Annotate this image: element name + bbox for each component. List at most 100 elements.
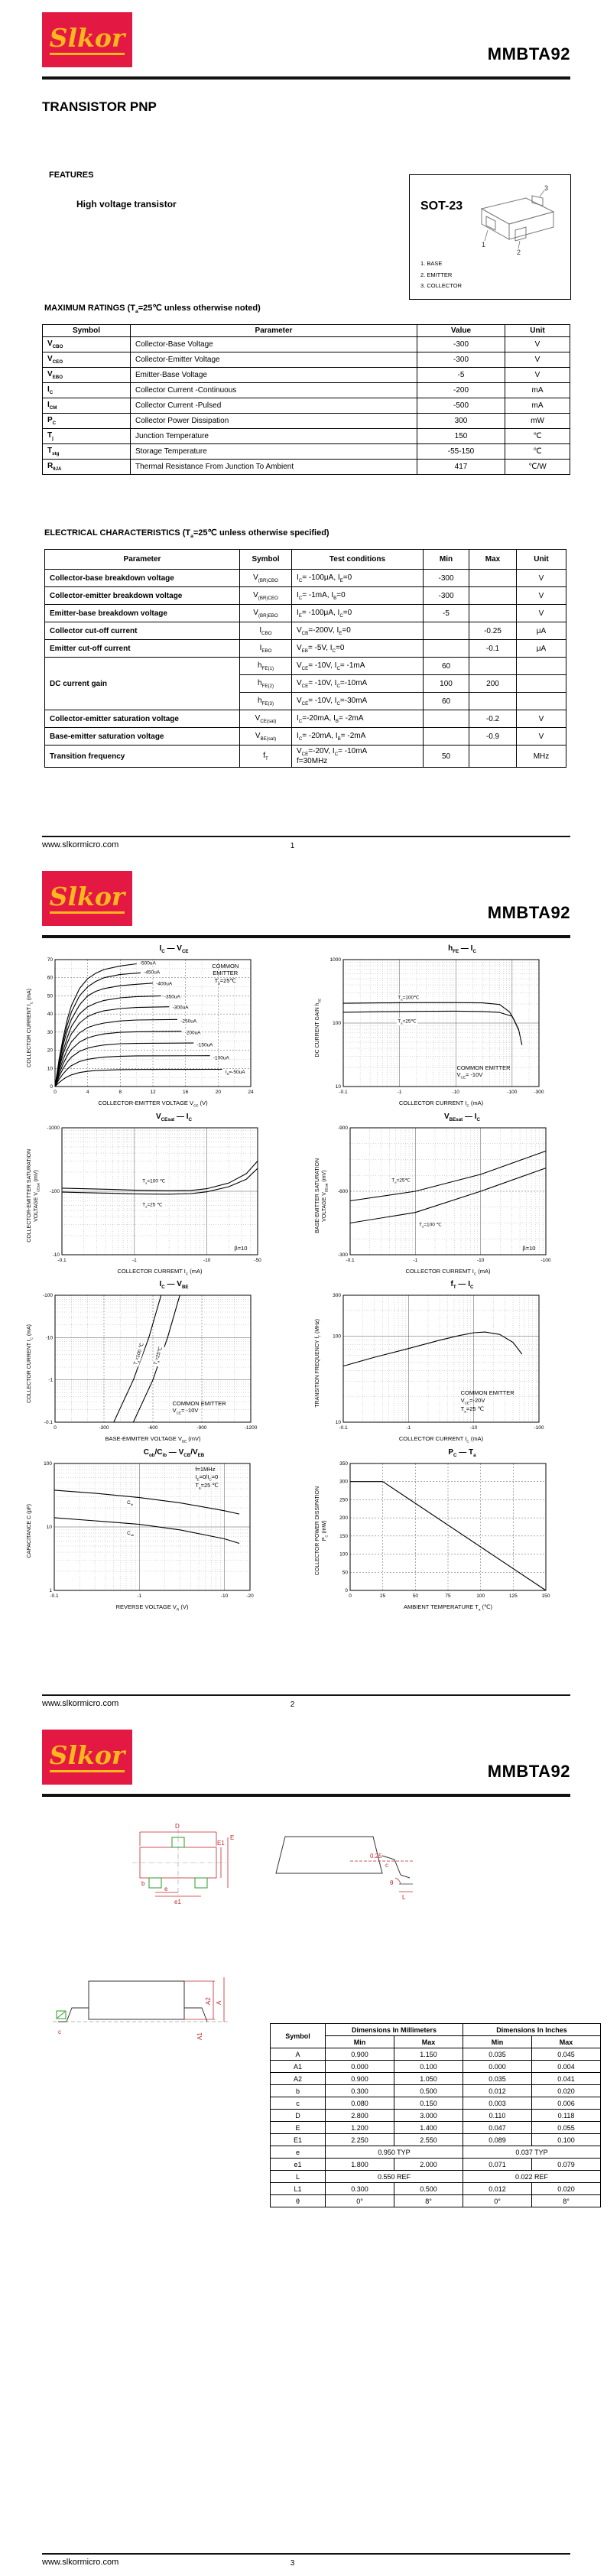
symbol-cell: A2 (270, 2072, 326, 2085)
column-header: Min (325, 2035, 394, 2048)
curve-label: -450uA (143, 970, 161, 976)
svg-text:-20: -20 (246, 1593, 254, 1599)
table-row: Collector cut-off current ICBO VCB=-200V, … (44, 622, 566, 640)
svg-text:-300: -300 (534, 1090, 544, 1095)
dimensions-table: Symbol Dimensions In Millimeters Dimension… (270, 2023, 601, 2207)
parameter-cell: Collector-base breakdown voltage (44, 569, 240, 587)
column-header: Min (423, 549, 469, 570)
conditions-cell: VCE=-20V, IC= -10mA f=30MHz (291, 745, 424, 768)
curve-label: IB=-50uA (224, 1069, 246, 1076)
mm-max-cell: 2.550 (394, 2133, 463, 2146)
mm-max-cell: 0.100 (394, 2060, 463, 2073)
column-header: Dimensions In Millimeters (325, 2023, 463, 2036)
curve-label: Ta=100 ℃ (417, 1221, 443, 1229)
value-cell: 300 (417, 413, 505, 429)
header-rule (42, 935, 570, 938)
slkor-logo-text: Slkor (49, 884, 125, 914)
unit-cell: ℃/W (505, 459, 570, 475)
unit-cell: V (505, 352, 570, 368)
svg-text:-100: -100 (541, 1258, 551, 1263)
y-axis-label: COLLECTOR CURRENT IC (mA) (27, 988, 34, 1067)
pin-1-number: 1 (482, 241, 485, 249)
svg-text:-0.1: -0.1 (339, 1090, 348, 1095)
dim-label-A1: A1 (196, 2032, 203, 2040)
mm-max-cell: 0.500 (394, 2084, 463, 2097)
chart-plot-area: 0 25 50 75 100 125 150 0 50 100 150 200 250 300 350 (329, 1459, 555, 1604)
svg-text:100: 100 (333, 1021, 341, 1026)
symbol-cell: Tj (42, 428, 131, 444)
data-curve (54, 1068, 222, 1087)
curve-label: -100uA (212, 1055, 230, 1061)
svg-text:20: 20 (216, 1090, 222, 1095)
unit-cell: μA (516, 622, 566, 640)
chart-hfe-ic: hFE — IC DC CURRENT GAIN hFE -0.1 -1 -10 -100… (314, 944, 590, 1108)
chart-annotation: COMMON EMITTER Ta=25℃ (212, 962, 239, 986)
svg-text:-10: -10 (53, 1252, 60, 1258)
unit-cell: V (516, 586, 566, 605)
mm-min-cell: 1.200 (325, 2121, 394, 2134)
max-cell: -0.9 (469, 727, 517, 746)
chart-annotation: f=1MHz IE=0/IC=0 Ta=25 ℃ (195, 1466, 219, 1490)
symbol-cell: VCE(sat) (239, 710, 292, 728)
package-name: SOT-23 (420, 200, 463, 213)
page-header: Slkor MMBTA92 (42, 871, 570, 926)
in-min-cell: 0.012 (463, 2182, 532, 2195)
website-url: www.slkormicro.com (42, 1699, 119, 1708)
column-header: Unit (505, 324, 570, 337)
in-max-cell: 0.045 (531, 2048, 601, 2061)
svg-text:40: 40 (47, 1012, 54, 1017)
min-cell: -300 (423, 569, 469, 587)
part-number: MMBTA92 (487, 903, 570, 922)
table-row: Tstg Storage Temperature -55-150 ℃ (42, 443, 570, 460)
x-axis-label: COLLECTOR CURREMT IC (mA) (117, 1267, 203, 1276)
slkor-logo-text: Slkor (49, 1743, 125, 1772)
svg-text:300: 300 (333, 1293, 341, 1298)
in-cell: 0.022 REF (463, 2170, 601, 2183)
table-row: E 1.200 1.400 0.047 0.055 (270, 2121, 601, 2134)
part-number: MMBTA92 (487, 44, 570, 63)
value-cell: -5 (417, 367, 505, 383)
table-row: DC current gain hFE(1) VCE= -10V, IC= -1mA… (44, 657, 566, 710)
min-cell (423, 710, 469, 728)
page-footer: www.slkormicro.com 3 (42, 2553, 570, 2568)
datasheet-page-2: Slkor MMBTA92 IC — VCE COLLECTOR CURRENT … (0, 859, 607, 1717)
chart-annotation: β=10 (522, 1245, 536, 1252)
unit-cell: μA (516, 639, 566, 658)
table-row: VCEO Collector-Emitter Voltage -300 V (42, 352, 570, 368)
dim-label-A2: A2 (205, 1997, 212, 2005)
svg-text:100: 100 (476, 1593, 485, 1599)
chart-canvas: -0.1 -1 -10 -100 10 100 300 (333, 1293, 544, 1431)
symbol-cell: D (270, 2109, 326, 2122)
in-max-cell: 0.006 (531, 2097, 601, 2110)
data-curve (54, 1055, 210, 1087)
svg-text:-0.1: -0.1 (339, 1425, 348, 1431)
table-row: D 2.800 3.000 0.110 0.118 (270, 2109, 601, 2122)
table-row: Tj Junction Temperature 150 ℃ (42, 428, 570, 444)
table-row: Collector-base breakdown voltage V(BR)CBO… (44, 569, 566, 587)
data-curve (350, 1480, 547, 1590)
svg-text:-900: -900 (197, 1425, 207, 1431)
chart-title: IC — VCE (159, 944, 189, 954)
svg-text:20: 20 (47, 1048, 54, 1054)
svg-text:200: 200 (339, 1515, 348, 1521)
max-cell (469, 657, 517, 675)
column-header: Max (469, 549, 517, 570)
maximum-ratings-table: Symbol Parameter Value Unit VCBO Collector-Ba… (42, 324, 570, 475)
min-cell (423, 639, 469, 658)
max-cell: -0.2 (469, 710, 517, 728)
chart-canvas: -0.1 -1 -10 -20 1 10 100 (44, 1461, 254, 1599)
unit-cell: V (516, 710, 566, 728)
value-cell: 150 (417, 428, 505, 444)
in-min-cell: 0.003 (463, 2097, 532, 2110)
package-box: SOT-23 1 2 3 1. BASE 2. EMITTER 3. COLLE… (409, 174, 571, 300)
conditions-cell: IC= -1mA, IB=0 (291, 586, 424, 605)
svg-text:-600: -600 (338, 1189, 348, 1194)
svg-text:-900: -900 (338, 1126, 348, 1131)
svg-text:10: 10 (336, 1084, 342, 1090)
curve-label: -500uA (138, 960, 157, 966)
svg-text:25: 25 (380, 1593, 386, 1599)
min-cell: 100 (423, 674, 469, 693)
symbol-cell: IC (42, 382, 131, 398)
dim-label-e1: e1 (174, 1899, 181, 1905)
column-header: Max (531, 2035, 601, 2048)
